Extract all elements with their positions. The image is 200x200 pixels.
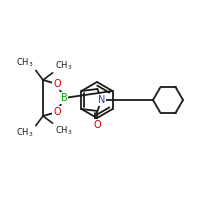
- Text: CH$_3$: CH$_3$: [16, 57, 34, 69]
- Text: O: O: [53, 107, 61, 117]
- Text: O: O: [94, 120, 101, 130]
- Text: O: O: [53, 79, 61, 89]
- Text: CH$_3$: CH$_3$: [16, 127, 34, 139]
- Text: B: B: [61, 93, 67, 103]
- Text: N: N: [98, 95, 105, 105]
- Text: CH$_3$: CH$_3$: [55, 59, 72, 72]
- Text: CH$_3$: CH$_3$: [55, 124, 72, 137]
